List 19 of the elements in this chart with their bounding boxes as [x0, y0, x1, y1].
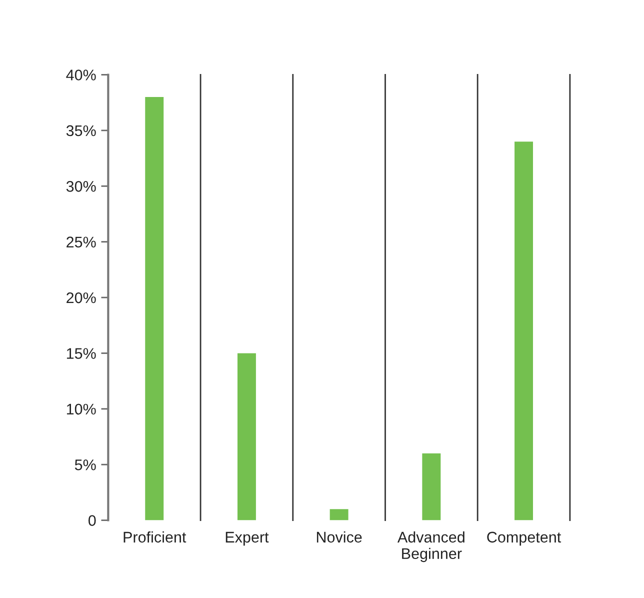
- bar: [145, 97, 164, 520]
- y-tick-label: 20%: [66, 292, 96, 304]
- y-tick-label: 15%: [66, 348, 96, 359]
- y-tick-label: 10%: [66, 404, 96, 415]
- x-tick-label: Competent: [487, 532, 562, 546]
- bar: [422, 453, 441, 520]
- x-tick-label: Advanced Beginner: [397, 531, 464, 562]
- y-tick-label: 35%: [66, 125, 96, 136]
- y-tick-label: 25%: [66, 236, 96, 248]
- y-tick-label: 30%: [66, 180, 96, 192]
- bar: [237, 353, 256, 520]
- bar: [514, 142, 533, 520]
- y-tick-label: 5%: [74, 460, 96, 470]
- x-tick-label: Expert: [226, 532, 269, 546]
- y-tick-label: 0: [88, 515, 96, 526]
- y-tick-label: 40%: [66, 70, 96, 80]
- x-tick-label: Novice: [316, 531, 362, 543]
- x-tick-label: Proficient: [124, 531, 186, 543]
- bar: [330, 509, 348, 520]
